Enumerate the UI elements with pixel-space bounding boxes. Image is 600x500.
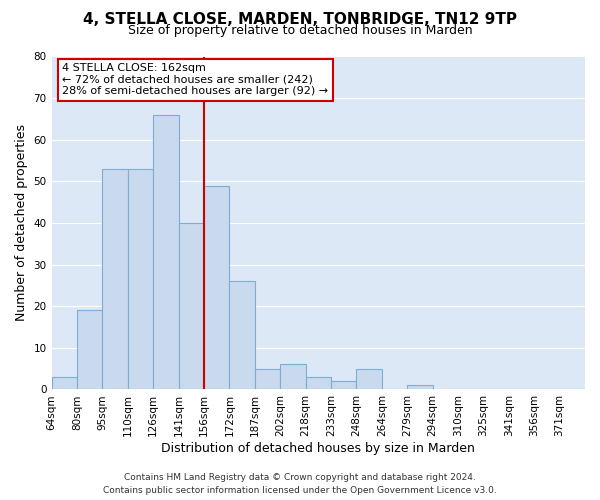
X-axis label: Distribution of detached houses by size in Marden: Distribution of detached houses by size … <box>161 442 475 455</box>
Text: 4, STELLA CLOSE, MARDEN, TONBRIDGE, TN12 9TP: 4, STELLA CLOSE, MARDEN, TONBRIDGE, TN12… <box>83 12 517 28</box>
Bar <box>255 368 280 390</box>
Bar <box>407 386 433 390</box>
Text: Size of property relative to detached houses in Marden: Size of property relative to detached ho… <box>128 24 472 37</box>
Bar <box>128 169 153 390</box>
Text: 4 STELLA CLOSE: 162sqm
← 72% of detached houses are smaller (242)
28% of semi-de: 4 STELLA CLOSE: 162sqm ← 72% of detached… <box>62 63 328 96</box>
Bar <box>356 368 382 390</box>
Bar <box>103 169 128 390</box>
Bar <box>305 377 331 390</box>
Bar <box>331 381 356 390</box>
Text: Contains HM Land Registry data © Crown copyright and database right 2024.
Contai: Contains HM Land Registry data © Crown c… <box>103 474 497 495</box>
Bar <box>179 223 204 390</box>
Bar <box>204 186 229 390</box>
Bar <box>229 281 255 390</box>
Bar <box>280 364 305 390</box>
Bar <box>77 310 103 390</box>
Bar <box>153 115 179 390</box>
Bar <box>52 377 77 390</box>
Y-axis label: Number of detached properties: Number of detached properties <box>15 124 28 322</box>
